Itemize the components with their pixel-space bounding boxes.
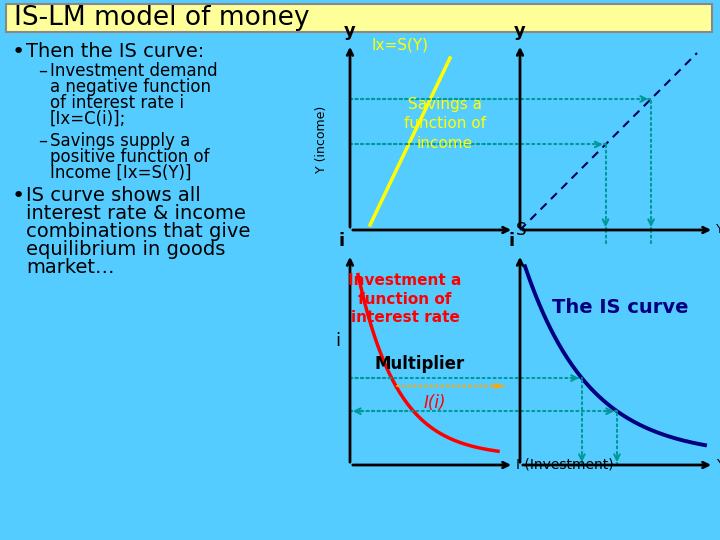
Text: positive function of: positive function of <box>50 148 210 166</box>
Text: Income [Ix=S(Y)]: Income [Ix=S(Y)] <box>50 164 192 182</box>
Text: –: – <box>38 132 47 150</box>
Text: IS curve shows all: IS curve shows all <box>26 186 201 205</box>
Text: equilibrium in goods: equilibrium in goods <box>26 240 225 259</box>
Text: •: • <box>12 186 25 206</box>
Text: Then the IS curve:: Then the IS curve: <box>26 42 204 61</box>
Text: Investment a
function of
interest rate: Investment a function of interest rate <box>348 273 462 325</box>
Text: i: i <box>509 232 515 250</box>
Text: Y (income): Y (income) <box>716 224 720 237</box>
Text: •: • <box>12 42 25 62</box>
Text: S: S <box>516 221 526 239</box>
Text: Savings a
function of
income: Savings a function of income <box>404 97 486 151</box>
Text: Multiplier: Multiplier <box>375 355 465 373</box>
Text: interest rate & income: interest rate & income <box>26 204 246 223</box>
Text: I (Investment): I (Investment) <box>516 458 613 472</box>
Text: Y (income): Y (income) <box>315 105 328 173</box>
Text: Y(output): Y(output) <box>716 458 720 472</box>
Text: [Ix=C(i)];: [Ix=C(i)]; <box>50 110 127 128</box>
FancyBboxPatch shape <box>6 4 712 32</box>
Text: The IS curve: The IS curve <box>552 298 688 317</box>
Text: of interest rate i: of interest rate i <box>50 94 184 112</box>
Text: Investment demand: Investment demand <box>50 62 217 80</box>
Text: Savings supply a: Savings supply a <box>50 132 190 150</box>
Text: I(i): I(i) <box>424 394 446 412</box>
Text: IS-LM model of money: IS-LM model of money <box>14 5 310 31</box>
Text: i: i <box>336 333 341 350</box>
Text: a negative function: a negative function <box>50 78 211 96</box>
Text: y: y <box>514 22 526 40</box>
Text: i: i <box>339 232 345 250</box>
Text: Ix=S(Y): Ix=S(Y) <box>372 37 428 52</box>
Text: market…: market… <box>26 258 114 277</box>
Text: combinations that give: combinations that give <box>26 222 251 241</box>
Text: y: y <box>344 22 356 40</box>
Text: –: – <box>38 62 47 80</box>
